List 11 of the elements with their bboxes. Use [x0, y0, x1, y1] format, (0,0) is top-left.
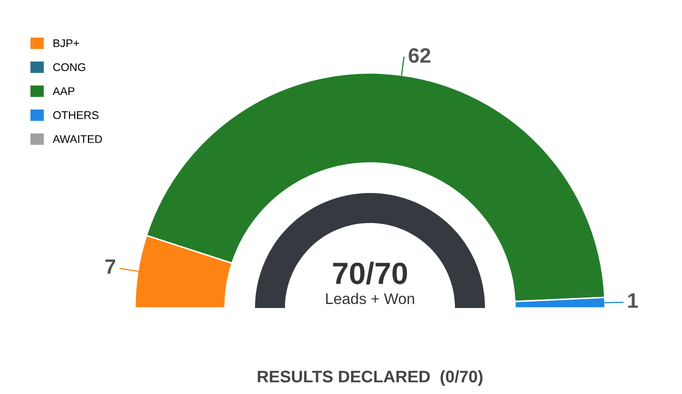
legend-label: CONG — [53, 63, 86, 72]
text: RESULTS DECLARED (0/70) — [258, 370, 482, 386]
text: 70/70 — [333, 262, 407, 285]
data-label: 7 — [105, 259, 116, 274]
legend-label: BJP+ — [54, 39, 79, 48]
data-label: 62 — [408, 48, 430, 63]
legend-label: AAP — [52, 87, 74, 95]
text: Leads + Won — [326, 292, 414, 304]
data-label: 1 — [628, 293, 638, 308]
legend-label: OTHERS — [53, 111, 98, 120]
legend-label: AWAITED — [52, 135, 102, 143]
